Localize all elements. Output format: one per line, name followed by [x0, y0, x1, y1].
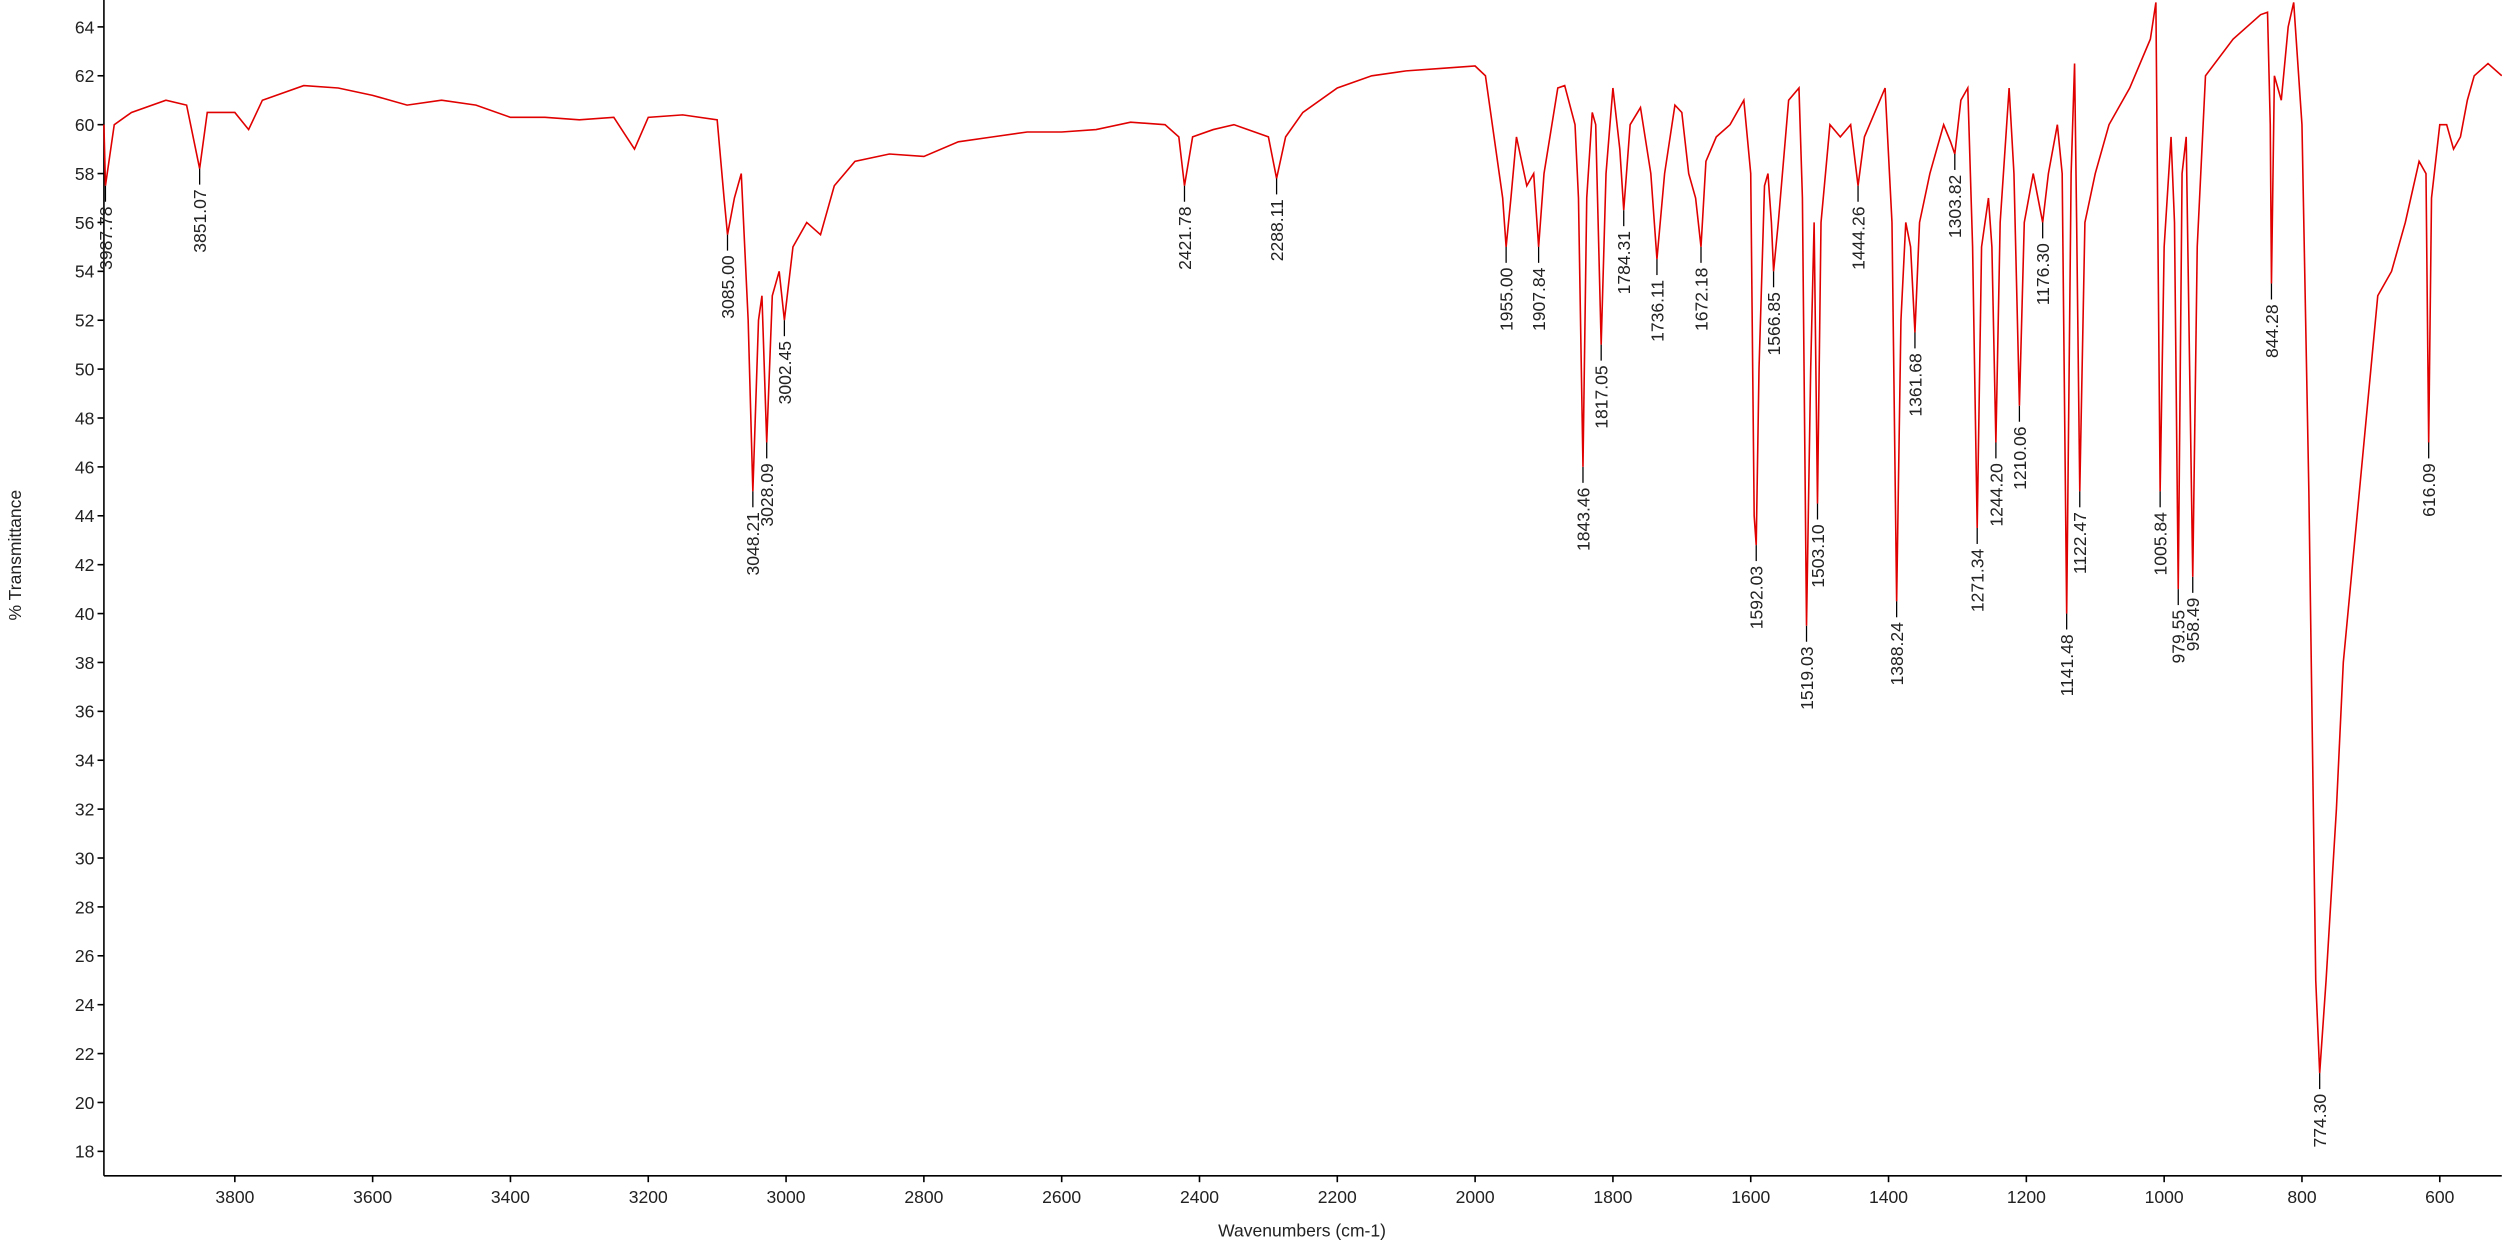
x-tick-label: 1600 [1731, 1187, 1770, 1207]
y-tick-label: 62 [75, 66, 95, 86]
x-tick-label: 800 [2287, 1187, 2317, 1207]
y-tick-label: 18 [75, 1142, 95, 1162]
peak-label: 1271.34 [1968, 549, 1988, 613]
y-tick-label: 64 [75, 17, 95, 37]
x-tick-label: 2200 [1318, 1187, 1357, 1207]
peak-label: 1210.06 [2010, 427, 2030, 490]
peak-label: 1303.82 [1945, 175, 1965, 238]
peak-label: 2421.78 [1175, 207, 1195, 270]
peak-label: 3028.09 [757, 463, 777, 526]
x-tick-label: 3600 [353, 1187, 392, 1207]
peak-label: 3048.21 [743, 512, 763, 575]
peak-label: 1361.68 [1905, 353, 1925, 416]
peak-label: 1843.46 [1573, 488, 1593, 551]
peak-label: 1122.47 [2070, 512, 2090, 574]
y-axis-label: % Transmittance [5, 490, 25, 621]
peak-label: 1736.11 [1647, 280, 1667, 342]
y-tick-label: 38 [75, 653, 95, 673]
x-tick-label: 2800 [904, 1187, 943, 1207]
y-tick-label: 52 [75, 311, 95, 331]
x-tick-label: 1200 [2007, 1187, 2046, 1207]
y-tick-label: 34 [75, 751, 95, 771]
y-tick-label: 20 [75, 1093, 95, 1113]
peak-label: 1519.03 [1797, 647, 1817, 710]
peak-label: 1176.30 [2033, 243, 2053, 305]
x-tick-label: 2000 [1456, 1187, 1495, 1207]
y-tick-label: 40 [75, 604, 95, 624]
y-tick-label: 24 [75, 995, 95, 1015]
y-tick-label: 44 [75, 506, 95, 526]
peak-label: 1244.20 [1986, 463, 2006, 527]
x-tick-label: 1000 [2145, 1187, 2184, 1207]
peak-label: 1566.85 [1764, 292, 1784, 356]
y-tick-label: 22 [75, 1044, 95, 1064]
peak-label: 1005.84 [2151, 512, 2171, 576]
peak-label: 1592.03 [1747, 566, 1767, 629]
peak-label: 774.30 [2310, 1094, 2330, 1148]
x-tick-label: 3000 [767, 1187, 806, 1207]
x-tick-label: 2400 [1180, 1187, 1219, 1207]
peak-label: 3851.07 [190, 189, 210, 252]
peak-label: 979.55 [2169, 610, 2189, 664]
x-tick-label: 1800 [1593, 1187, 1632, 1207]
peak-label: 616.09 [2419, 463, 2439, 517]
peak-label: 2288.11 [1267, 199, 1287, 261]
peak-label: 1503.10 [1808, 524, 1828, 588]
x-tick-label: 3400 [491, 1187, 530, 1207]
y-tick-label: 60 [75, 115, 95, 135]
x-tick-label: 2600 [1042, 1187, 1081, 1207]
peak-label: 958.49 [2183, 598, 2203, 652]
peak-label: 1444.26 [1848, 207, 1868, 270]
peak-label: 3987.78 [96, 207, 116, 270]
y-tick-label: 54 [75, 262, 95, 282]
y-tick-label: 56 [75, 213, 95, 233]
y-tick-label: 48 [75, 408, 95, 428]
peak-label: 3085.00 [718, 255, 738, 319]
peak-label: 1672.18 [1691, 268, 1711, 331]
peak-label: 3002.45 [775, 341, 795, 405]
peak-label: 1784.31 [1614, 231, 1634, 294]
y-tick-label: 42 [75, 555, 95, 575]
peak-label: 1388.24 [1887, 622, 1907, 686]
x-tick-label: 3800 [215, 1187, 254, 1207]
peak-label: 844.28 [2262, 304, 2282, 358]
peak-label: 1907.84 [1529, 267, 1549, 331]
peak-label: 1141.48 [2057, 634, 2077, 696]
x-axis-label: Wavenumbers (cm-1) [1218, 1220, 1386, 1240]
peak-label: 1955.00 [1496, 267, 1516, 331]
y-tick-label: 26 [75, 946, 95, 966]
y-tick-label: 32 [75, 800, 95, 820]
y-tick-label: 36 [75, 702, 95, 722]
y-tick-label: 50 [75, 360, 95, 380]
y-tick-label: 58 [75, 164, 95, 184]
x-tick-label: 1400 [1869, 1187, 1908, 1207]
x-tick-label: 3200 [629, 1187, 668, 1207]
y-tick-label: 46 [75, 457, 95, 477]
x-tick-label: 600 [2425, 1187, 2455, 1207]
y-tick-label: 28 [75, 897, 95, 917]
y-tick-label: 30 [75, 848, 95, 868]
peak-label: 1817.05 [1592, 365, 1612, 429]
spectrum-line [103, 2, 2502, 1074]
